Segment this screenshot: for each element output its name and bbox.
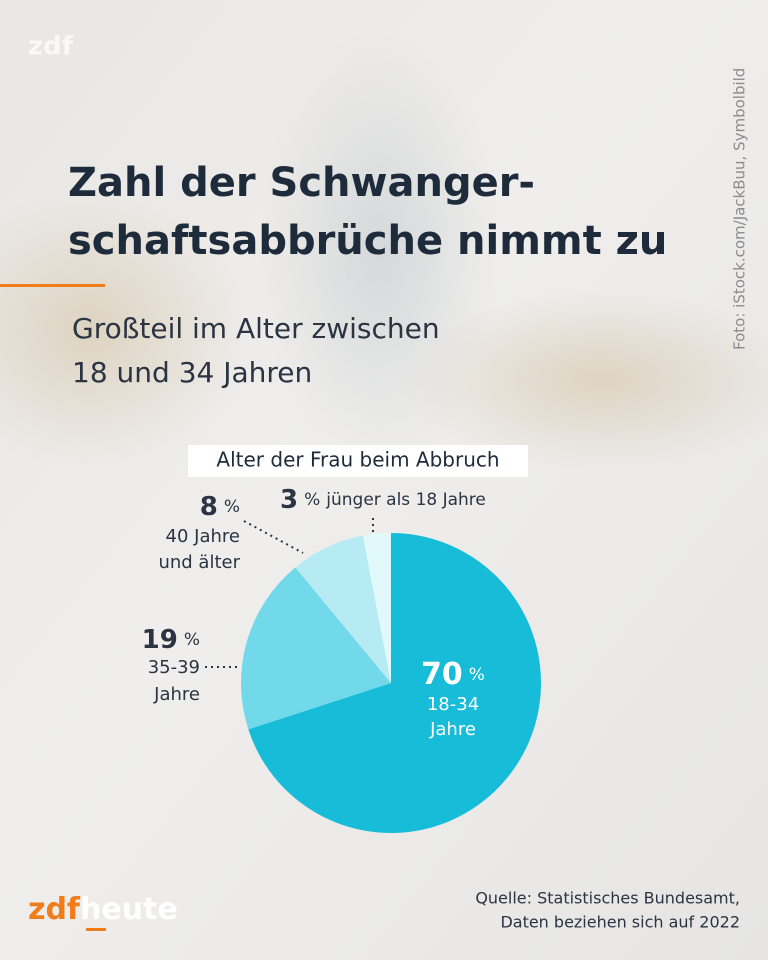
pie-slice — [248, 533, 541, 833]
pie-slice — [362, 533, 391, 683]
background-blur — [0, 190, 250, 470]
value-label: 70% — [421, 657, 485, 692]
category-label: und älter — [158, 552, 240, 573]
accent-line — [0, 284, 105, 287]
category-label: Jahre — [429, 719, 476, 740]
brand-top: zdf — [28, 32, 74, 62]
unit: % — [469, 665, 485, 685]
source-line: Quelle: Statistisches Bundesamt, — [475, 889, 740, 908]
category-label: Jahre — [153, 684, 200, 705]
logo-underline — [86, 928, 106, 931]
category-label: jünger als 18 Jahre — [325, 490, 486, 510]
chart-label-box — [188, 445, 528, 477]
value: 19 — [142, 625, 178, 655]
logo: zdfheute — [28, 892, 178, 927]
value: 8 — [200, 492, 218, 522]
value-label: 19% — [142, 625, 200, 655]
pie — [241, 533, 541, 833]
pie-slice — [295, 535, 391, 683]
chart-label: Alter der Frau beim Abbruch — [216, 448, 499, 472]
background-blur — [400, 290, 768, 470]
category-label: 40 Jahre — [166, 526, 240, 547]
logo-part: heute — [80, 892, 178, 927]
unit: % — [184, 630, 200, 650]
value: 3 — [280, 485, 298, 515]
value-label: 8% — [200, 492, 240, 522]
title-line: schaftsabbrüche nimmt zu — [68, 218, 667, 264]
pie-slice — [241, 567, 391, 730]
subtitle-line: 18 und 34 Jahren — [72, 356, 312, 389]
value: 70 — [421, 657, 463, 692]
photo-credit: Foto: iStock.com/JackBuu, Symbolbild — [731, 68, 749, 350]
title-line: Zahl der Schwanger- — [68, 160, 535, 206]
category-label: 35-39 — [148, 657, 200, 678]
category-label: 18-34 — [427, 694, 479, 715]
unit: % — [224, 497, 240, 517]
value-label: 3% jünger als 18 Jahre — [280, 485, 486, 515]
background-blur — [260, 30, 500, 470]
source-line: Daten beziehen sich auf 2022 — [500, 913, 740, 932]
leader-line — [243, 520, 304, 554]
leader-lines — [205, 518, 374, 668]
logo-part: zdf — [28, 892, 81, 927]
subtitle-line: Großteil im Alter zwischen — [72, 312, 440, 345]
unit: % — [304, 490, 320, 510]
